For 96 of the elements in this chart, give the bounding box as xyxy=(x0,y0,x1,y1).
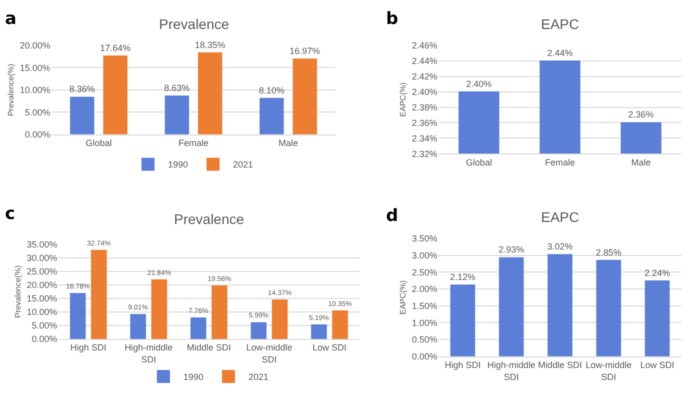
text: a xyxy=(5,9,16,29)
y-axis-title: EAPC(%) xyxy=(398,280,408,315)
y-tick-label: 2.42% xyxy=(412,72,438,82)
y-tick-label: 0.50% xyxy=(412,334,438,345)
y-tick-label: 3.00% xyxy=(412,250,438,260)
y-tick-label: 15.00% xyxy=(26,294,58,304)
data-label: 2.85% xyxy=(596,247,622,258)
bar xyxy=(212,286,228,339)
legend-label: 2021 xyxy=(248,372,268,382)
legend-label: 2021 xyxy=(233,160,254,170)
bar xyxy=(332,310,348,339)
bar xyxy=(103,56,128,134)
y-tick-label: 1.50% xyxy=(412,300,438,311)
y-tick-label: 2.38% xyxy=(412,102,438,112)
y-tick-label: 2.50% xyxy=(412,267,438,278)
x-tick-label: Low SDI xyxy=(640,360,674,370)
bar xyxy=(548,254,572,356)
bar xyxy=(311,324,327,339)
y-axis-title: Prevalence(%) xyxy=(13,265,22,318)
x-tick-label: Male xyxy=(631,157,651,168)
x-tick-label: Low-middle SDI xyxy=(586,360,632,382)
x-tick-label: High-middle SDI xyxy=(487,360,536,382)
bar xyxy=(190,317,206,339)
bar xyxy=(272,300,288,339)
data-label: 2.12% xyxy=(450,272,476,282)
y-tick-label: 5.00% xyxy=(24,107,50,118)
text: b xyxy=(386,9,398,29)
x-tick-label: Male xyxy=(278,138,298,148)
bar xyxy=(164,96,190,134)
y-tick-label: 35.00% xyxy=(26,239,58,250)
x-tick-label: Low SDI xyxy=(312,342,346,353)
x-tick-label: High-middle SDI xyxy=(124,342,173,364)
y-tick-label: 2.40% xyxy=(412,87,438,97)
y-tick-label: 10.00% xyxy=(26,307,58,318)
y-tick-label: 2.44% xyxy=(412,56,438,66)
y-tick-label: 10.00% xyxy=(20,85,50,96)
data-label: 16.97% xyxy=(290,46,320,56)
bar xyxy=(198,52,222,134)
bar xyxy=(130,314,146,339)
bar xyxy=(250,322,267,339)
text: c xyxy=(5,204,16,224)
chart-title: Prevalence xyxy=(159,16,230,32)
data-label: 17.64% xyxy=(100,43,131,54)
bar xyxy=(498,257,524,356)
x-tick-label: Female xyxy=(178,138,209,148)
data-label: 2.44% xyxy=(547,48,573,58)
x-tick-label: High SDI xyxy=(70,342,106,353)
bar xyxy=(70,293,86,339)
y-tick-label: 2.34% xyxy=(412,133,438,144)
y-tick-label: 5.00% xyxy=(32,320,58,331)
y-tick-label: 30.00% xyxy=(26,252,58,263)
y-tick-label: 2.46% xyxy=(412,40,438,51)
y-tick-label: 15.00% xyxy=(20,62,50,73)
y-tick-label: 2.36% xyxy=(412,118,438,128)
y-tick-label: 25.00% xyxy=(26,266,58,276)
y-axis-title: Prevalence(%) xyxy=(6,63,16,116)
y-tick-label: 20.00% xyxy=(26,280,58,290)
x-tick-label: Middle SDI xyxy=(186,342,231,353)
data-label: 8.63% xyxy=(164,83,190,93)
data-label: 2.36% xyxy=(628,110,654,120)
legend-label: 1990 xyxy=(168,160,188,170)
bar xyxy=(70,96,94,134)
legend-label: 1990 xyxy=(183,372,204,382)
data-label: 8.36% xyxy=(69,84,95,94)
data-label: 18.35% xyxy=(194,40,226,50)
y-tick-label: 2.00% xyxy=(412,284,438,294)
data-label: 2.40% xyxy=(466,78,492,89)
text: d xyxy=(386,206,398,226)
data-label: 3.02% xyxy=(547,242,573,252)
x-tick-label: Low-middle SDI xyxy=(246,342,292,364)
bar xyxy=(91,250,107,339)
y-tick-label: 1.00% xyxy=(412,318,438,328)
x-tick-label: Global xyxy=(466,157,492,168)
data-label: 2.24% xyxy=(644,268,670,278)
bar xyxy=(644,280,670,356)
bar xyxy=(596,260,622,356)
y-tick-label: 2.32% xyxy=(412,148,438,159)
x-tick-label: Middle SDI xyxy=(538,360,582,370)
y-tick-label: 0.00% xyxy=(32,334,58,344)
bar xyxy=(292,58,317,134)
y-tick-label: 3.50% xyxy=(412,234,438,244)
y-tick-label: 0.00% xyxy=(412,351,438,362)
chart-title: Prevalence xyxy=(174,211,244,227)
y-tick-label: 20.00% xyxy=(20,40,50,51)
chart-title: EAPC xyxy=(541,16,580,32)
x-tick-label: Female xyxy=(544,157,575,168)
x-tick-label: Global xyxy=(86,138,112,148)
data-label: 2.93% xyxy=(498,244,524,255)
bar xyxy=(151,279,168,339)
bar xyxy=(260,98,284,134)
data-label: 8.10% xyxy=(258,85,284,96)
x-tick-label: High SDI xyxy=(444,360,481,370)
chart-title: EAPC xyxy=(541,209,580,225)
y-axis-title: EAPC(%) xyxy=(398,82,408,117)
y-tick-label: 0.00% xyxy=(24,129,50,140)
bar xyxy=(450,284,476,356)
